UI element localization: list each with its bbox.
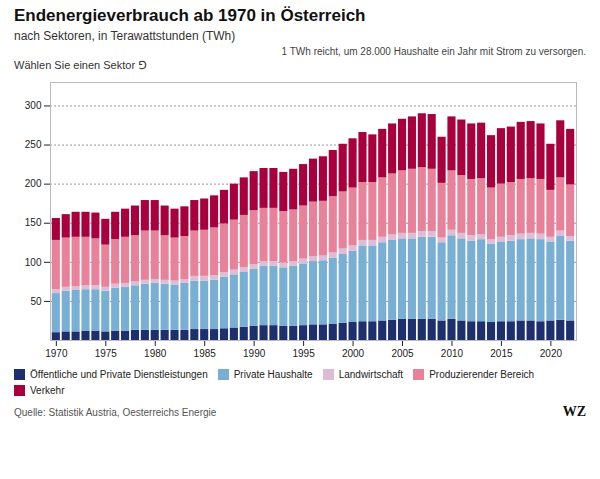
html-text:Öffentliche und Private Dienst: Öffentliche und Private Dienstleistungen: [30, 368, 208, 380]
svg-text:1985: 1985: [194, 348, 217, 359]
html-text:Endenergieverbrauch ab 1970 in: Endenergieverbrauch ab 1970 in Österreic…: [14, 6, 366, 25]
svg-text:50: 50: [30, 296, 42, 307]
svg-text:1980: 1980: [144, 348, 167, 359]
svg-text:1970: 1970: [45, 348, 68, 359]
html-text:1 TWh reicht, um 28.000 Hausha: 1 TWh reicht, um 28.000 Haushalte ein Ja…: [281, 46, 586, 57]
svg-text:2020: 2020: [540, 348, 563, 359]
svg-text:1995: 1995: [292, 348, 315, 359]
html-text:Quelle: Statistik Austria, Oes: Quelle: Statistik Austria, Oesterreichs …: [14, 406, 217, 418]
html-text:Wählen Sie einen Sektor ⅁: Wählen Sie einen Sektor ⅁: [14, 59, 147, 71]
html-text:WZ: WZ: [562, 404, 586, 419]
svg-text:2000: 2000: [342, 348, 365, 359]
svg-text:300: 300: [25, 100, 42, 111]
svg-text:2005: 2005: [391, 348, 414, 359]
svg-text:100: 100: [25, 257, 42, 268]
html-text:nach Sektoren, in Terawattstun: nach Sektoren, in Terawattstunden (TWh): [14, 29, 236, 43]
svg-text:2010: 2010: [441, 348, 464, 359]
html-text:Private Haushalte: Private Haushalte: [233, 368, 313, 380]
svg-text:1990: 1990: [243, 348, 266, 359]
svg-text:150: 150: [25, 217, 42, 228]
html-text:Landwirtschaft: Landwirtschaft: [338, 368, 404, 380]
html-text:Verkehr: Verkehr: [30, 385, 65, 397]
html-text:Produzierender Bereich: Produzierender Bereich: [429, 368, 535, 380]
svg-text:2015: 2015: [490, 348, 513, 359]
svg-text:1975: 1975: [95, 348, 118, 359]
svg-text:200: 200: [25, 178, 42, 189]
svg-text:250: 250: [25, 139, 42, 150]
